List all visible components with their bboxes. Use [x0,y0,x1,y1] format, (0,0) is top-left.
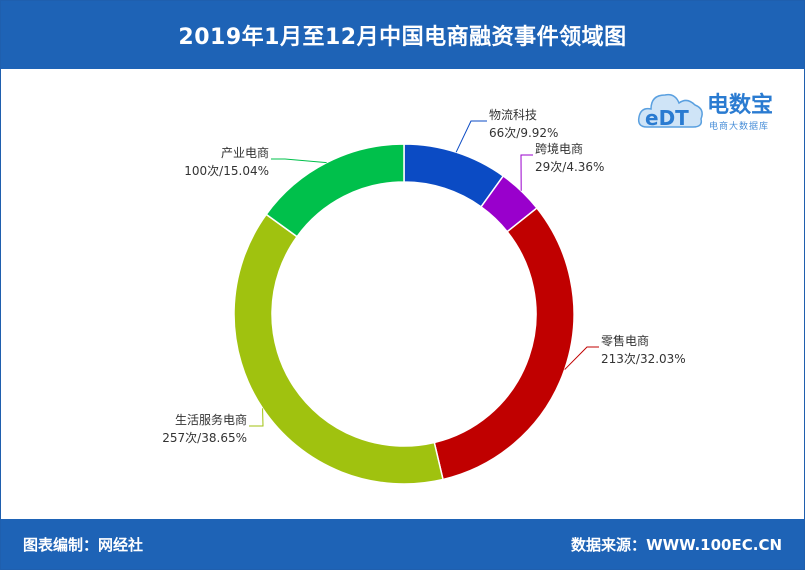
label-name-retail: 零售电商 [601,333,649,348]
slice-retail [433,206,575,481]
chart-title: 2019年1月至12月中国电商融资事件领域图 [178,25,627,50]
label-value-logistics: 66次/9.92% [489,126,558,140]
label-name-industrial: 产业电商 [221,145,269,160]
label-name-logistics: 物流科技 [489,108,537,122]
slice-life-services [233,213,444,485]
label-value-industrial: 100次/15.04% [184,164,269,178]
footer-source: 数据来源：WWW.100EC.CN [571,534,782,555]
cloud-icon: eDT [637,93,703,130]
footer-source-label: 数据来源： [571,536,647,554]
slice-group [233,143,575,485]
logo-brand: 电数宝 [707,93,774,118]
title-bar: 2019年1月至12月中国电商融资事件领域图 [1,1,804,69]
slice-industrial [265,143,405,238]
label-value-retail: 213次/32.03% [601,352,686,366]
footer-source-url: WWW.100EC.CN [646,536,782,554]
leader-line-logistics [455,120,487,153]
leader-line-retail [564,346,599,370]
leader-line-group [249,120,599,427]
leader-line-life-services [249,408,264,427]
label-value-crossborder: 29次/4.36% [535,160,604,174]
logo-subtitle: 电商大数据库 [709,122,770,132]
label-value-life-services: 257次/38.65% [162,431,247,445]
label-name-crossborder: 跨境电商 [535,141,583,156]
logo-mark-text: eDT [645,106,689,130]
leader-line-crossborder [520,154,533,191]
leader-line-industrial [271,158,327,164]
logo: eDT 电数宝 电商大数据库 [637,79,777,139]
footer-credit: 图表编制：网经社 [23,536,144,554]
label-group: 物流科技 66次/9.92%跨境电商 29次/4.36% 零售电商 213次/32.03… [162,108,685,445]
donut-chart: 物流科技 66次/9.92%跨境电商 29次/4.36% 零售电商 213次/32.03… [162,108,686,485]
footer-bar: 图表编制：网经社 数据来源：WWW.100EC.CN [1,519,804,569]
label-name-life-services: 生活服务电商 [175,412,247,427]
